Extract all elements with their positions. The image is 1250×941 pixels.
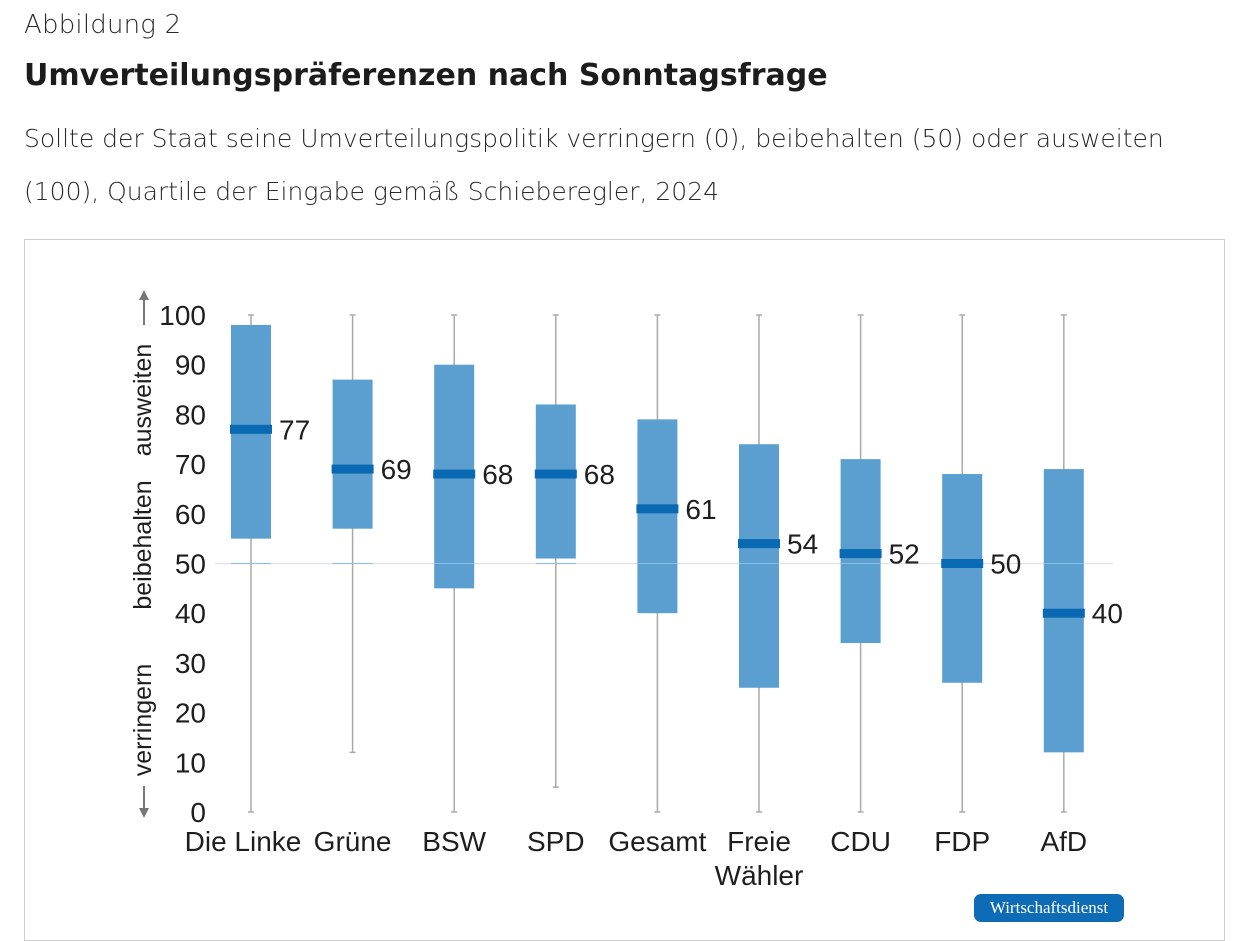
figure-title: Umverteilungspräferenzen nach Sonntagsfr… <box>24 58 828 93</box>
category-label: Gesamt <box>608 826 706 857</box>
category-label: Wähler <box>715 860 804 891</box>
y-tick-label: 20 <box>175 698 206 729</box>
median-label: 54 <box>787 529 818 560</box>
median-label: 68 <box>482 459 513 490</box>
median-bar <box>839 549 882 559</box>
box-iqr <box>942 474 983 683</box>
figure-subtitle: Sollte der Staat seine Umverteilungspoli… <box>24 124 1164 206</box>
y-tick-label: 10 <box>175 747 206 778</box>
box-iqr <box>637 419 678 614</box>
chart-frame <box>24 239 1225 941</box>
y-axis-label-beibehalten: beibehalten <box>129 480 157 609</box>
median-bar <box>636 504 679 514</box>
median-bar <box>738 539 780 549</box>
y-tick-label: 40 <box>175 598 206 629</box>
median-label: 61 <box>685 494 716 525</box>
y-tick-label: 60 <box>175 499 206 530</box>
category-label: SPD <box>527 826 585 857</box>
median-bar <box>331 464 374 474</box>
category-label: Grüne <box>314 826 392 857</box>
box-iqr <box>739 444 779 688</box>
median-bar <box>433 469 476 479</box>
y-tick-label: 90 <box>175 350 206 381</box>
figure-label: Abbildung 2 <box>24 10 182 40</box>
y-axis-label-ausweiten: ausweiten <box>129 344 157 457</box>
box-iqr <box>535 404 576 559</box>
median-bar <box>534 469 577 479</box>
y-axis-label-verringern: verringern <box>129 664 157 777</box>
arrow-down-head-icon <box>139 808 149 818</box>
y-tick-label: 80 <box>175 399 206 430</box>
box-iqr <box>332 379 373 529</box>
y-tick-label: 100 <box>159 300 206 331</box>
median-label: 69 <box>381 454 412 485</box>
category-label: Freie <box>727 826 791 857</box>
y-tick-label: 50 <box>175 549 206 580</box>
category-label: AfD <box>1040 826 1087 857</box>
median-label: 40 <box>1092 598 1123 629</box>
y-tick-label: 0 <box>190 797 206 828</box>
median-label: 77 <box>279 414 310 445</box>
median-bar <box>1042 608 1085 618</box>
median-label: 50 <box>990 549 1021 580</box>
median-label: 52 <box>889 539 920 570</box>
arrow-up-head-icon <box>139 290 149 300</box>
median-bar <box>941 559 984 568</box>
median-label: 68 <box>584 459 615 490</box>
category-label: Die Linke <box>185 826 302 857</box>
category-label: CDU <box>830 826 891 857</box>
y-tick-label: 70 <box>175 449 206 480</box>
publisher-badge[interactable]: Wirtschaftsdienst <box>974 894 1124 922</box>
category-label: FDP <box>934 826 990 857</box>
category-label: BSW <box>422 826 486 857</box>
y-tick-label: 30 <box>175 648 206 679</box>
median-bar <box>230 424 272 434</box>
